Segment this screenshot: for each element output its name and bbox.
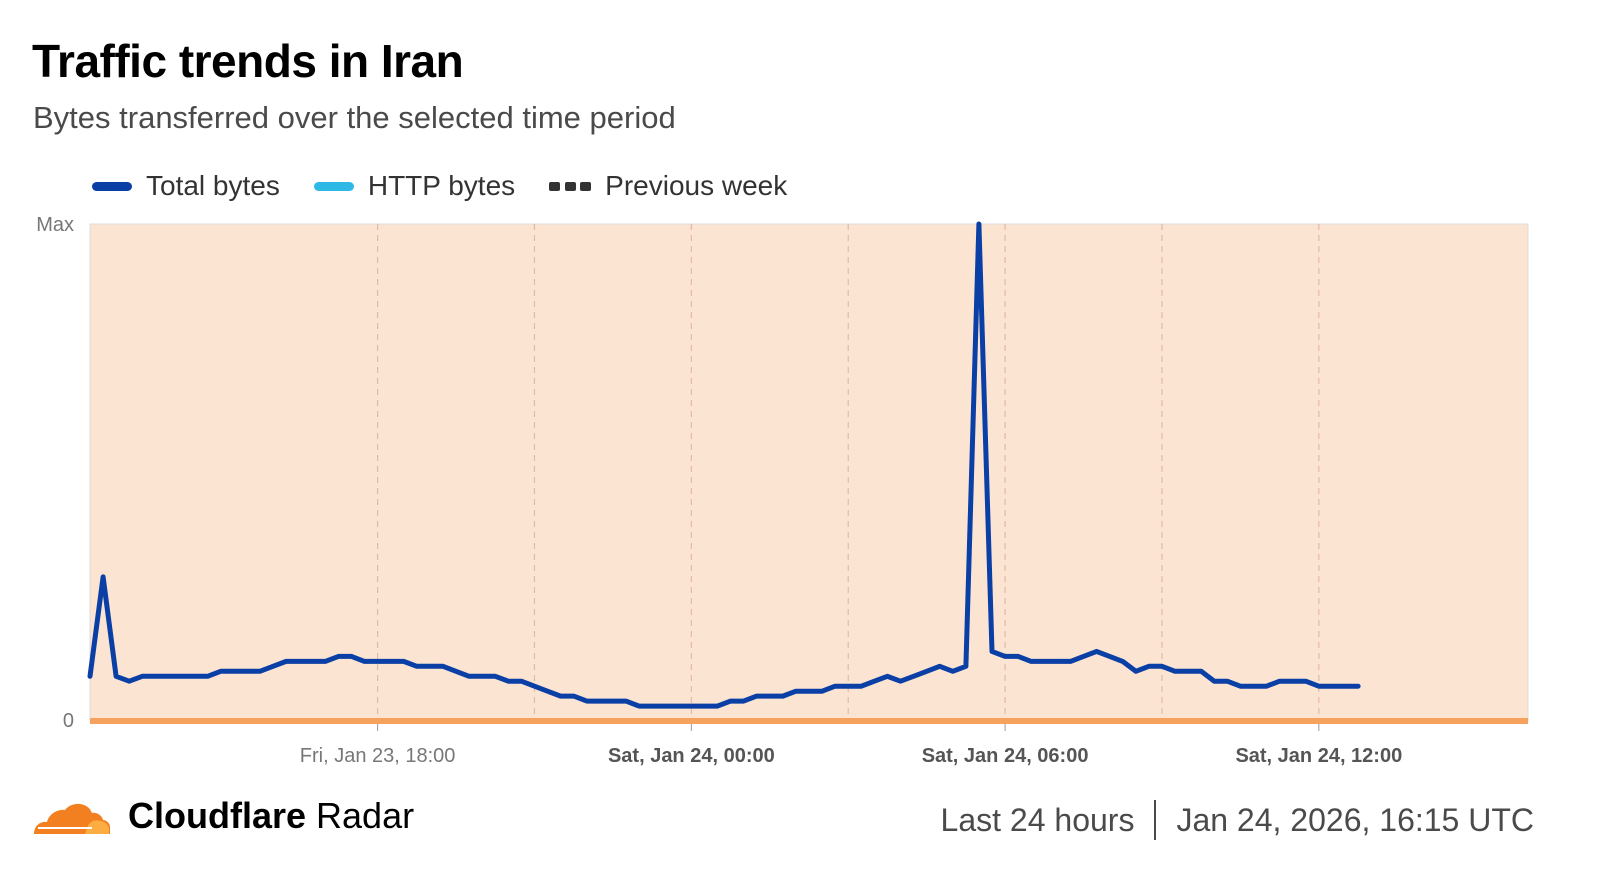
series-line-total-bytes — [87, 221, 1361, 709]
chart-legend: Total bytes HTTP bytes Previous week — [92, 170, 821, 202]
legend-item-total-bytes[interactable]: Total bytes — [92, 170, 280, 202]
brand-product: Radar — [316, 795, 415, 836]
x-tick-label-3: Sat, Jan 24, 12:00 — [1235, 745, 1402, 767]
chart-subtitle: Bytes transferred over the selected time… — [33, 100, 676, 135]
timestamp: Jan 24, 2026, 16:15 UTC — [1176, 801, 1534, 838]
footer-separator — [1154, 800, 1157, 840]
legend-item-http-bytes[interactable]: HTTP bytes — [313, 170, 516, 202]
cloudflare-logo-icon — [34, 803, 110, 834]
y-tick-label-zero: 0 — [63, 710, 74, 732]
y-tick-label-max: Max — [36, 214, 74, 236]
chart-title: Traffic trends in Iran — [32, 35, 464, 87]
x-tick-label-1: Sat, Jan 24, 00:00 — [608, 745, 775, 767]
legend-item-previous-week[interactable]: Previous week — [549, 170, 787, 202]
legend-label-total: Total bytes — [146, 170, 280, 201]
legend-label-previous-week: Previous week — [605, 170, 788, 201]
cloudflare-radar-brand[interactable]: Cloudflare Radar — [30, 795, 414, 837]
x-tick-label-2: Sat, Jan 24, 06:00 — [922, 745, 1089, 767]
brand-name: Cloudflare — [128, 795, 307, 836]
time-period: Last 24 hours — [940, 801, 1135, 838]
traffic-chart: Fri, Jan 23, 18:00 Sat, Jan 24, 00:00 Sat,… — [36, 214, 1529, 767]
legend-swatch-total — [92, 181, 132, 191]
legend-label-http: HTTP bytes — [367, 170, 516, 201]
x-tick-label-0: Fri, Jan 23, 18:00 — [300, 745, 456, 767]
plot-area — [89, 223, 1529, 722]
time-info: Last 24 hours Jan 24, 2026, 16:15 UTC — [941, 800, 1534, 840]
brand-text: Cloudflare Radar — [128, 795, 414, 837]
legend-swatch-previous-week — [549, 181, 592, 191]
legend-swatch-http — [313, 181, 354, 191]
